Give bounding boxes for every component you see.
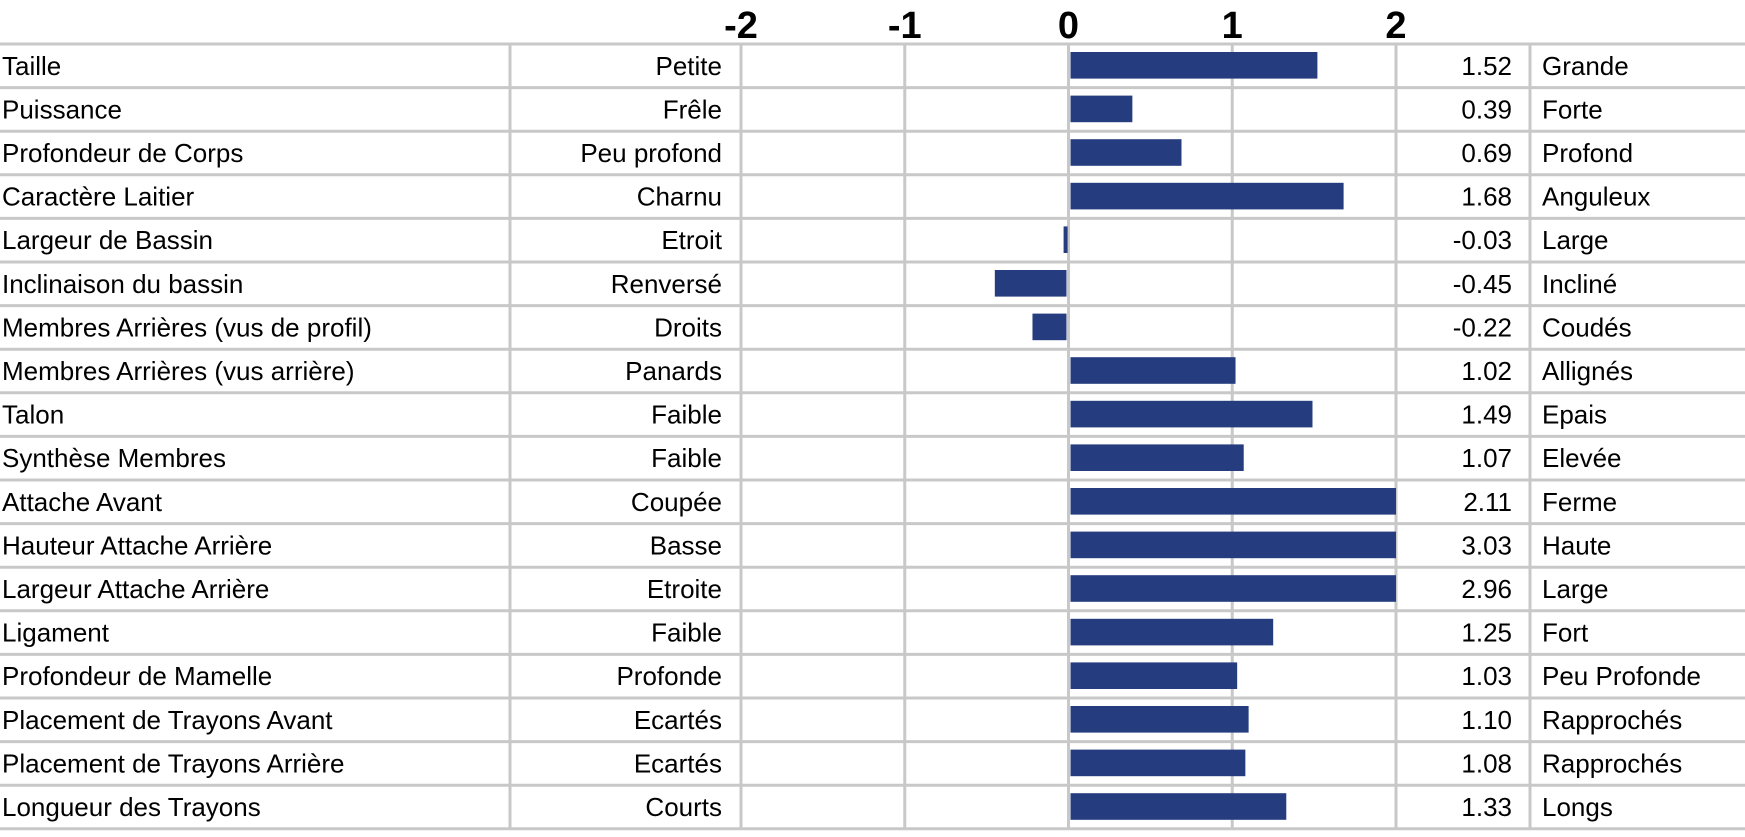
low-extreme-label: Droits xyxy=(654,312,722,342)
low-extreme-label: Renversé xyxy=(611,269,722,299)
value-label: -0.03 xyxy=(1453,225,1512,255)
high-extreme-label: Elevée xyxy=(1542,443,1622,473)
bar xyxy=(1070,575,1396,602)
bar xyxy=(1032,313,1067,341)
bar xyxy=(1070,139,1182,166)
value-label: 1.07 xyxy=(1461,443,1512,473)
value-label: 1.33 xyxy=(1461,792,1512,822)
low-extreme-label: Panards xyxy=(625,356,722,386)
low-extreme-label: Frêle xyxy=(663,94,722,124)
value-label: -0.45 xyxy=(1453,269,1512,299)
bar xyxy=(1070,749,1246,777)
trait-label: Largeur Attache Arrière xyxy=(2,574,269,604)
high-extreme-label: Rapprochés xyxy=(1542,748,1682,778)
bar xyxy=(1070,618,1274,646)
bar xyxy=(1070,182,1344,210)
low-extreme-label: Faible xyxy=(651,400,722,430)
value-label: 2.96 xyxy=(1461,574,1512,604)
trait-label: Synthèse Membres xyxy=(2,443,226,473)
trait-label: Membres Arrières (vus de profil) xyxy=(2,312,372,342)
trait-label: Placement de Trayons Avant xyxy=(2,705,333,735)
trait-label: Hauteur Attache Arrière xyxy=(2,530,272,560)
high-extreme-label: Grande xyxy=(1542,51,1629,81)
low-extreme-label: Peu profond xyxy=(580,138,722,168)
value-label: 1.02 xyxy=(1461,356,1512,386)
high-extreme-label: Allignés xyxy=(1542,356,1633,386)
grid-layer xyxy=(0,42,1745,831)
value-label: 1.08 xyxy=(1461,748,1512,778)
bar xyxy=(994,270,1067,297)
value-label: 1.03 xyxy=(1461,661,1512,691)
low-extreme-label: Charnu xyxy=(637,182,722,212)
bar xyxy=(1063,226,1068,253)
value-label: 1.25 xyxy=(1461,618,1512,648)
trait-label: Membres Arrières (vus arrière) xyxy=(2,356,355,386)
low-extreme-label: Faible xyxy=(651,618,722,648)
low-extreme-label: Ecartés xyxy=(634,705,722,735)
low-extreme-label: Faible xyxy=(651,443,722,473)
trait-label: Attache Avant xyxy=(2,487,163,517)
bar xyxy=(1070,793,1287,820)
bar xyxy=(1070,444,1244,471)
high-extreme-label: Forte xyxy=(1542,94,1603,124)
bar xyxy=(1070,400,1313,428)
trait-label: Talon xyxy=(2,400,64,430)
low-extreme-label: Etroit xyxy=(661,225,722,255)
trait-label: Placement de Trayons Arrière xyxy=(2,748,345,778)
x-tick-label: 0 xyxy=(1058,5,1079,47)
low-extreme-label: Basse xyxy=(650,530,722,560)
high-extreme-label: Incliné xyxy=(1542,269,1617,299)
low-extreme-label: Ecartés xyxy=(634,748,722,778)
value-label: 3.03 xyxy=(1461,530,1512,560)
x-tick-label: 2 xyxy=(1385,5,1406,47)
high-extreme-label: Longs xyxy=(1542,792,1613,822)
bar xyxy=(1070,662,1238,689)
value-label: 0.69 xyxy=(1461,138,1512,168)
low-extreme-label: Etroite xyxy=(647,574,722,604)
x-tick-label: 1 xyxy=(1222,5,1243,47)
text-layer: -2 -1 0 1 2 Taille Petite 1.52 Grande Puissance Fr… xyxy=(2,5,1701,822)
value-label: 1.49 xyxy=(1461,400,1512,430)
value-label: 2.11 xyxy=(1463,487,1512,517)
x-tick-label: -2 xyxy=(724,5,758,47)
high-extreme-label: Epais xyxy=(1542,400,1607,430)
bar xyxy=(1070,488,1396,515)
high-extreme-label: Fort xyxy=(1542,618,1589,648)
bar-layer xyxy=(994,52,1396,820)
bar xyxy=(1070,95,1133,123)
low-extreme-label: Profonde xyxy=(616,661,722,691)
bar xyxy=(1070,357,1236,384)
high-extreme-label: Rapprochés xyxy=(1542,705,1682,735)
low-extreme-label: Courts xyxy=(645,792,722,822)
high-extreme-label: Haute xyxy=(1542,530,1611,560)
trait-label: Profondeur de Corps xyxy=(2,138,243,168)
trait-label: Puissance xyxy=(2,94,122,124)
trait-label: Ligament xyxy=(2,618,110,648)
value-label: 1.10 xyxy=(1461,705,1512,735)
high-extreme-label: Profond xyxy=(1542,138,1633,168)
trait-label: Longueur des Trayons xyxy=(2,792,261,822)
trait-label: Taille xyxy=(2,51,61,81)
trait-label: Largeur de Bassin xyxy=(2,225,213,255)
low-extreme-label: Coupée xyxy=(631,487,722,517)
bar xyxy=(1070,531,1396,559)
trait-label: Inclinaison du bassin xyxy=(2,269,243,299)
high-extreme-label: Large xyxy=(1542,225,1609,255)
value-label: 1.52 xyxy=(1461,51,1512,81)
high-extreme-label: Ferme xyxy=(1542,487,1617,517)
high-extreme-label: Anguleux xyxy=(1542,182,1650,212)
value-label: -0.22 xyxy=(1453,312,1512,342)
value-label: 1.68 xyxy=(1461,182,1512,212)
high-extreme-label: Coudés xyxy=(1542,312,1632,342)
value-label: 0.39 xyxy=(1461,94,1512,124)
bar xyxy=(1070,52,1318,79)
high-extreme-label: Large xyxy=(1542,574,1609,604)
trait-label: Profondeur de Mamelle xyxy=(2,661,272,691)
trait-label: Caractère Laitier xyxy=(2,182,195,212)
low-extreme-label: Petite xyxy=(656,51,723,81)
bar xyxy=(1070,706,1249,733)
high-extreme-label: Peu Profonde xyxy=(1542,661,1701,691)
x-tick-label: -1 xyxy=(888,5,922,47)
